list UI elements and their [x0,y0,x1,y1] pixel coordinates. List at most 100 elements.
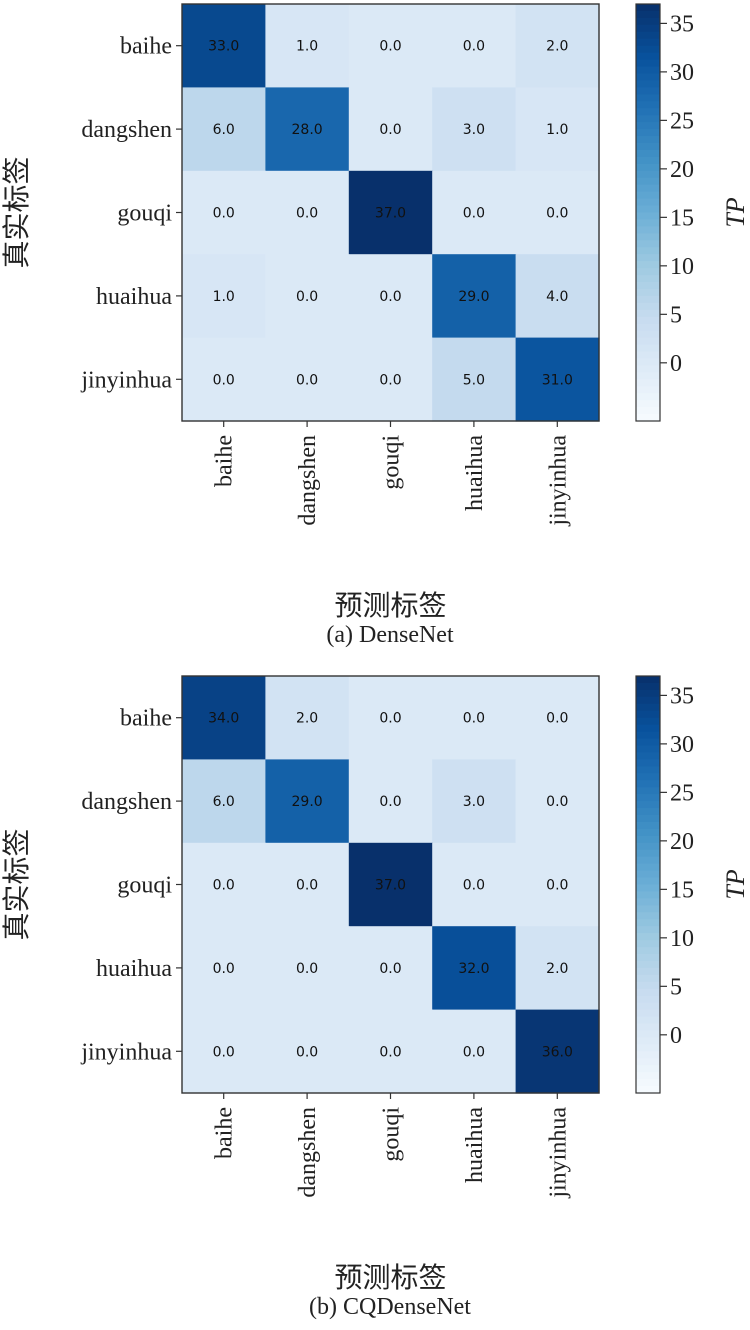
colorbar-tick-label: 10 [670,254,694,280]
cell-value-label: 0.0 [379,711,401,727]
colorbar-segment [636,1065,660,1073]
heatmap-cell [182,759,266,844]
y-tick-label: baihe [120,34,172,60]
heatmap-cell [348,87,433,172]
colorbar-segment [636,1009,660,1018]
colorbar-segment [636,724,660,733]
colorbar-segment [636,1051,660,1060]
colorbar-segment [636,358,660,367]
colorbar-segment [636,129,660,137]
y-tick-label: gouqi [117,873,172,899]
cell-value-label: 0.0 [546,794,568,810]
cell-value-label: 34.0 [208,711,239,727]
heatmap-cell [432,842,517,927]
colorbar-segment [636,766,660,775]
colorbar-segment [636,842,660,851]
cell-value-label: 0.0 [546,878,568,894]
colorbar-segment [636,4,660,12]
x-tick-label: huaihua [462,1107,488,1183]
heatmap-cell [348,4,433,88]
heatmap-cell [348,1009,433,1094]
cell-value-label: 0.0 [463,39,485,55]
heatmap-cell [515,926,600,1011]
colorbar-segment [636,52,660,61]
heatmap-cell [515,337,600,422]
y-tick-label: dangshen [81,117,172,143]
cell-value-label: 0.0 [463,878,485,894]
colorbar-segment [636,919,660,927]
colorbar-segment [636,94,660,103]
cell-value-label: 0.0 [213,206,235,222]
colorbar-segment [636,1079,660,1087]
colorbar-tick-label: 20 [670,829,694,855]
colorbar-segment [636,731,660,740]
cell-value-label: 6.0 [213,794,235,810]
colorbar-frame [635,675,661,1094]
colorbar-segment [636,738,660,747]
colorbar-tick-label: 35 [670,11,694,37]
colorbar-segment [636,863,660,872]
heatmap-cell [432,337,517,422]
colorbar-segment [636,835,660,844]
colorbar-segment [636,226,660,235]
colorbar-segment [636,31,660,40]
colorbar-segment [636,261,660,269]
y-tick-label: jinyinhua [80,367,172,393]
colorbar-segment [636,330,660,339]
cell-value-label: 0.0 [463,206,485,222]
heatmap-cell [432,759,517,844]
colorbar-segment [636,752,660,761]
colorbar-segment [636,967,660,976]
cell-value-label: 5.0 [463,372,485,388]
cell-value-label: 0.0 [379,39,401,55]
colorbar-segment [636,247,660,255]
heatmap-cell [182,1009,266,1094]
cell-value-label: 3.0 [463,122,485,138]
colorbar-segment [636,884,660,893]
cell-value-label: 1.0 [296,39,318,55]
colorbar-tick-label: 15 [670,205,694,231]
cell-value-label: 0.0 [379,961,401,977]
cell-value-label: 0.0 [213,372,235,388]
heatmap-cell [515,759,600,844]
cell-value-label: 0.0 [379,794,401,810]
cell-value-label: 0.0 [379,122,401,138]
colorbar-segment [636,344,660,353]
y-axis-label: 真实标签 [1,828,33,940]
colorbar-segment [636,302,660,311]
colorbar-segment [636,288,660,297]
cell-value-label: 0.0 [463,1044,485,1060]
cell-value-label: 0.0 [213,878,235,894]
colorbar-segment [636,682,660,691]
colorbar-segment [636,808,660,816]
colorbar-segment [636,745,660,754]
x-tick-label: baihe [212,435,238,487]
colorbar-segment [636,337,660,346]
colorbar-segment [636,205,660,214]
y-tick-label: baihe [120,706,172,732]
y-tick-label: huaihua [96,284,172,310]
heatmap-cell [515,676,600,760]
heatmap-cell [432,676,517,760]
heatmap-cell [348,170,433,255]
cell-value-label: 2.0 [546,39,568,55]
heatmap-cell [182,676,266,760]
colorbar-segment [636,372,660,381]
colorbar-segment [636,870,660,879]
colorbar-segment [636,170,660,179]
cell-value-label: 1.0 [546,122,568,138]
x-tick-label: jinyinhua [545,1107,571,1199]
colorbar-segment [636,926,660,934]
colorbar-segment [636,974,660,983]
colorbar-segment [636,794,660,802]
colorbar-segment [636,108,660,116]
heatmap-cell [265,254,350,339]
colorbar-segment [636,898,660,907]
colorbar-frame [635,3,661,422]
heatmap-cell [515,170,600,255]
colorbar-segment [636,10,660,19]
colorbar-segment [636,233,660,242]
colorbar-segment [636,323,660,332]
colorbar-segment [636,710,660,719]
